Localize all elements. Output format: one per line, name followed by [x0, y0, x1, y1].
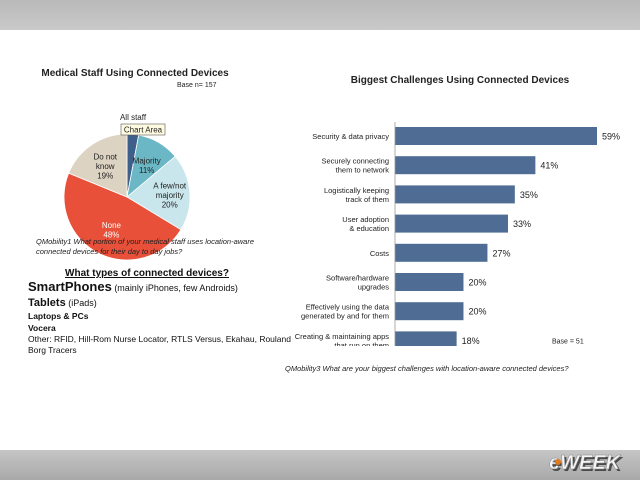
device-tablets-label: Tablets: [28, 297, 66, 309]
bar-value-label: 20%: [468, 278, 486, 288]
device-smartphones: SmartPhones (mainly iPhones, few Android…: [28, 280, 298, 295]
device-laptops: Laptops & PCs: [28, 311, 89, 321]
bar-value-label: 41%: [540, 161, 558, 171]
bar-value-label: 35%: [520, 190, 538, 200]
bar-value-label: 27%: [492, 248, 510, 258]
pie-base-note: Base n= 157: [177, 82, 217, 89]
bar-category-label: Securely connecting them to network: [321, 157, 389, 175]
bar: [395, 185, 515, 204]
devices-heading: What types of connected devices?: [65, 268, 229, 279]
pie-slice-label: A few/not majority 20%: [153, 182, 187, 210]
svg-text:Chart Area: Chart Area: [124, 126, 163, 135]
bar-chart: 59% Security & data privacy 41% Securely co…: [295, 122, 620, 346]
bar-category-label: Logistically keeping track of them: [324, 186, 389, 204]
bar-category-label: Software/hardware upgrades: [326, 274, 389, 292]
pie-slice-label: None 48%: [102, 221, 122, 240]
pie-slice-label-all-staff: All staff: [120, 113, 147, 122]
bar-question: QMobility3 What are your biggest challen…: [285, 364, 569, 373]
bar-category-label: Creating & maintaining apps that run on t…: [295, 332, 389, 346]
bar-value-label: 33%: [513, 219, 531, 229]
pie-chart-title: Medical Staff Using Connected Devices: [41, 68, 229, 79]
bar: [395, 302, 464, 321]
pie-slice-label: Do not know 19%: [93, 153, 117, 181]
logo-shadow: eWEEK: [551, 454, 624, 476]
bar-category-label: Effectively using the data generated by a…: [301, 303, 390, 321]
device-smartphones-label: SmartPhones: [28, 279, 112, 294]
device-vocera: Vocera: [28, 323, 56, 333]
bar-value-label: 18%: [462, 336, 480, 346]
devices-list: SmartPhones (mainly iPhones, few Android…: [28, 280, 298, 356]
pie-slice: [63, 172, 182, 261]
pie-slice: [126, 155, 191, 231]
bar-category-label: User adoption & education: [342, 215, 389, 233]
logo-text: eWEEK: [549, 452, 622, 474]
device-smartphones-note: (mainly iPhones, few Androids): [111, 283, 238, 293]
bar-value-label: 59%: [602, 132, 620, 142]
pie-question: QMobility1 What portion of your medical …: [36, 237, 255, 256]
bar: [395, 331, 457, 346]
bar: [395, 127, 597, 145]
device-tablets: Tablets (iPads): [28, 295, 298, 310]
bar: [395, 243, 488, 262]
bar-category-label: Costs: [370, 249, 389, 258]
bar-base-note: Base = 51: [552, 338, 584, 345]
device-other: Other: RFID, Hill-Rom Nurse Locator, RTL…: [28, 334, 291, 355]
logo-dot-icon: [555, 459, 561, 465]
bar: [395, 273, 464, 291]
bar: [395, 156, 536, 175]
bar-category-label: Security & data privacy: [312, 132, 389, 141]
device-tablets-note: (iPads): [65, 298, 97, 308]
bar-value-label: 20%: [468, 307, 486, 317]
bar: [395, 214, 508, 233]
bar-chart-title: Biggest Challenges Using Connected Devic…: [350, 75, 570, 86]
chart-area-tooltip: Chart Area: [120, 123, 166, 136]
pie-slice-label: Majority 11%: [133, 156, 161, 175]
eweek-logo: eWEEK eWEEK: [549, 452, 624, 476]
